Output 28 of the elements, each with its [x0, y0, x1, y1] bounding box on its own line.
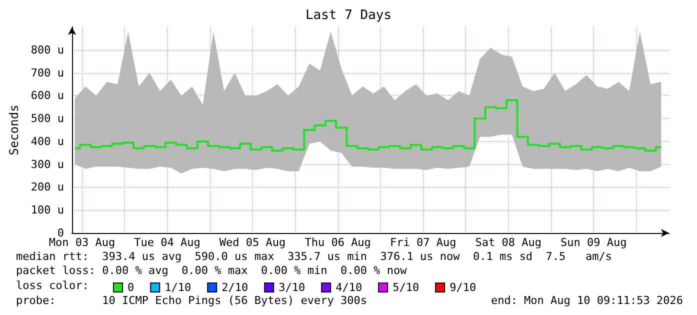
y-tick-label: 600 u [30, 89, 64, 102]
text: end: Mon Aug 10 09:11:53 2026 [490, 294, 684, 307]
y-tick-label: 100 u [30, 204, 64, 217]
legend-label: 4/10 [336, 281, 362, 294]
y-tick-label: 300 u [30, 158, 64, 171]
y-tick-label: 700 u [30, 66, 64, 80]
x-tick-label: Thu 06 Aug [304, 236, 371, 249]
y-tick-label: 400 u [30, 134, 64, 148]
legend-label: 5/10 [392, 281, 420, 294]
y-axis-title: Seconds [7, 104, 21, 156]
y-tick-label: 800 u [30, 43, 64, 56]
legend-label: 9/10 [450, 281, 476, 294]
y-tick-label: 500 u [30, 112, 64, 126]
x-tick-label: Fri 07 Aug [390, 236, 456, 249]
text: median rtt: 393.4 us avg 590.0 us max 335.7 us min 376.1 us now 0.1 ms sd 7.5 am/s [16, 250, 612, 263]
chart-title: Last 7 Days [305, 8, 392, 23]
x-tick-label: Wed 05 Aug [219, 236, 286, 249]
legend-label: 2/10 [222, 281, 248, 294]
x-tick-label: Sat 08 Aug [475, 236, 542, 249]
y-tick-label: 200 u [30, 180, 64, 194]
legend-label: 1/10 [164, 281, 192, 294]
x-tick-label: Sun 09 Aug [560, 236, 627, 249]
legend-title: loss color: [16, 279, 89, 292]
x-tick-label: Tue 04 Aug [134, 236, 200, 249]
text: probe: 10 ICMP Echo Pings (56 Bytes) every 300s [16, 294, 367, 307]
text: packet loss: 0.00 % avg 0.00 % max 0.00 % min 0.00 % now [16, 264, 408, 277]
legend-label: 3/10 [278, 281, 306, 294]
legend-label: 0 [128, 281, 134, 294]
